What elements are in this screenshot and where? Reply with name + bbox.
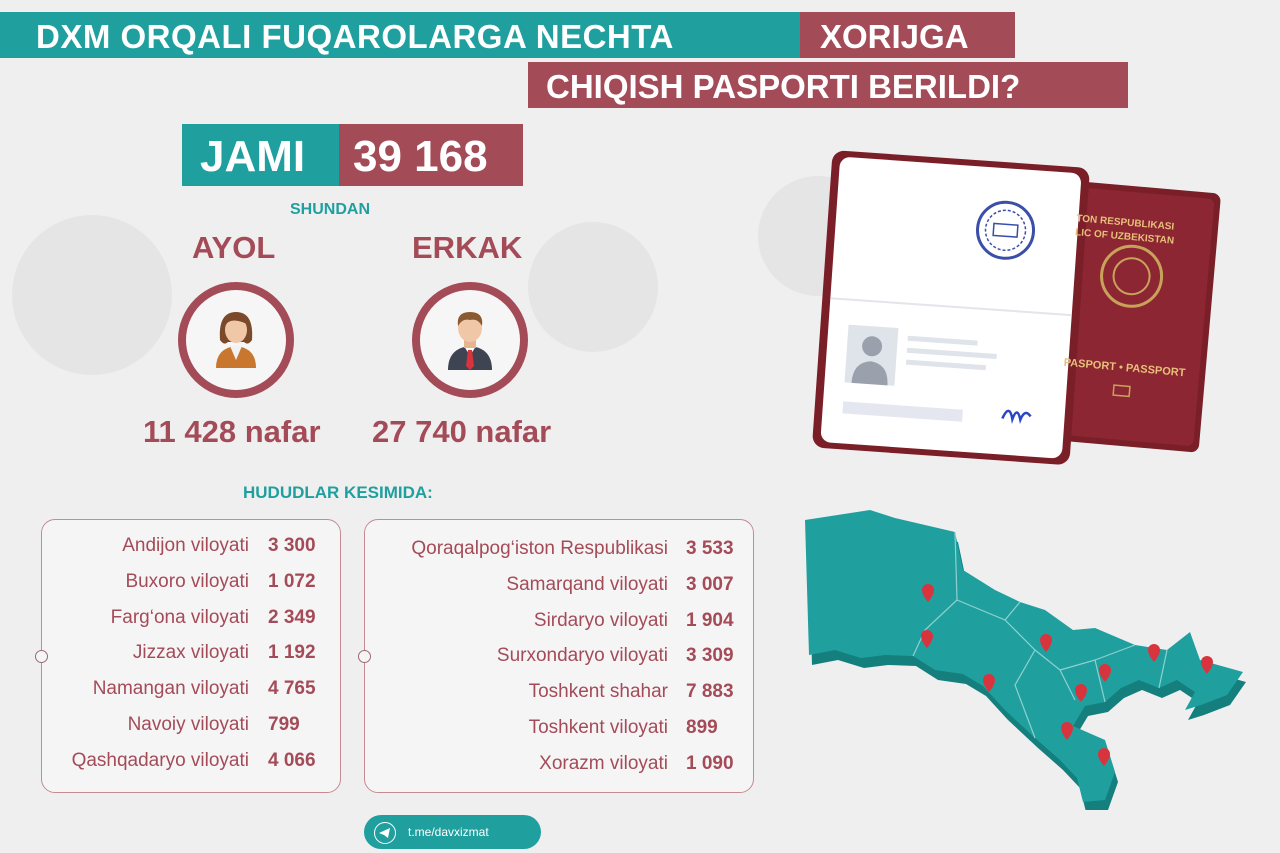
subheading: SHUNDAN bbox=[290, 201, 370, 218]
title-bar-maroon-2: CHIQISH PASPORTI BERILDI? bbox=[528, 62, 1128, 108]
region-value: 3 300 bbox=[268, 535, 316, 556]
telegram-icon bbox=[374, 822, 396, 844]
region-row: Farg‘ona viloyati 2 349 bbox=[0, 607, 316, 637]
male-label: ERKAK bbox=[412, 230, 523, 265]
region-row: Andijon viloyati 3 300 bbox=[0, 535, 315, 565]
title-line1-end: XORIJGA bbox=[820, 18, 969, 55]
region-row: Toshkent viloyati 899 bbox=[0, 717, 718, 747]
box-connector-dot bbox=[358, 650, 371, 663]
region-name: Qoraqalpog‘iston Respublikasi bbox=[411, 538, 668, 559]
region-name: Samarqand viloyati bbox=[506, 573, 668, 595]
region-value: 899 bbox=[686, 717, 718, 738]
regions-right-box bbox=[364, 519, 754, 793]
woman-icon bbox=[216, 312, 256, 368]
region-name: Qashqadaryo viloyati bbox=[71, 749, 249, 771]
region-name: Xorazm viloyati bbox=[539, 752, 668, 774]
region-row: Qashqadaryo viloyati 4 066 bbox=[0, 750, 316, 780]
regions-left-box bbox=[41, 519, 341, 793]
region-row: Navoiy viloyati 799 bbox=[0, 714, 300, 744]
region-value: 3 007 bbox=[686, 573, 734, 595]
female-avatar-ring bbox=[178, 282, 294, 398]
total-value-box: 39 168 bbox=[339, 124, 523, 186]
region-value: 1 192 bbox=[268, 642, 316, 664]
telegram-link[interactable]: t.me/davxizmat bbox=[364, 815, 541, 849]
region-name: Toshkent viloyati bbox=[528, 717, 668, 738]
region-value: 4 765 bbox=[268, 678, 316, 700]
region-name: Namangan viloyati bbox=[92, 678, 249, 700]
region-row: Sirdaryo viloyati 1 904 bbox=[0, 610, 734, 640]
box-connector-dot bbox=[35, 650, 48, 663]
passport-illustration: TON RESPUBLIKASI LIC OF UZBEKISTAN PASPO… bbox=[812, 150, 1221, 465]
total-label: JAMI bbox=[200, 132, 306, 181]
region-row: Toshkent shahar 7 883 bbox=[0, 681, 734, 711]
region-value: 1 072 bbox=[268, 570, 316, 592]
man-icon bbox=[448, 312, 492, 370]
region-value: 799 bbox=[268, 714, 300, 735]
title-line2: CHIQISH PASPORTI BERILDI? bbox=[546, 68, 1021, 105]
region-value: 7 883 bbox=[686, 681, 734, 703]
region-row: Qoraqalpog‘iston Respublikasi 3 533 bbox=[0, 538, 733, 568]
telegram-url: t.me/davxizmat bbox=[408, 825, 489, 839]
total-value: 39 168 bbox=[353, 132, 488, 181]
female-count: 11 428 nafar bbox=[143, 414, 321, 449]
region-name: Toshkent shahar bbox=[528, 681, 668, 703]
region-name: Buxoro viloyati bbox=[125, 570, 249, 592]
bg-circle bbox=[12, 215, 172, 375]
region-name: Sirdaryo viloyati bbox=[533, 609, 668, 631]
total-label-box: JAMI bbox=[182, 124, 339, 186]
region-row: Surxondaryo viloyati 3 309 bbox=[0, 645, 734, 675]
title-bar-maroon: XORIJGA bbox=[800, 12, 1015, 58]
title-line1: DXM ORQALI FUQAROLARGA NECHTA bbox=[36, 18, 674, 55]
title-bar-teal: DXM ORQALI FUQAROLARGA NECHTA bbox=[0, 12, 800, 58]
region-name: Navoiy viloyati bbox=[127, 714, 249, 735]
region-row: Samarqand viloyati 3 007 bbox=[0, 574, 733, 604]
region-row: Xorazm viloyati 1 090 bbox=[0, 753, 733, 783]
region-row: Buxoro viloyati 1 072 bbox=[0, 571, 315, 601]
region-value: 1 090 bbox=[686, 752, 734, 774]
region-value: 2 349 bbox=[268, 606, 316, 628]
male-count: 27 740 nafar bbox=[372, 414, 552, 449]
region-name: Farg‘ona viloyati bbox=[110, 606, 249, 628]
bg-circle bbox=[528, 222, 658, 352]
region-row: Namangan viloyati 4 765 bbox=[0, 678, 316, 708]
regions-heading: HUDUDLAR KESIMIDA: bbox=[243, 483, 433, 502]
region-row: Jizzax viloyati 1 192 bbox=[0, 642, 316, 672]
male-avatar-ring bbox=[412, 282, 528, 398]
female-label: AYOL bbox=[192, 230, 276, 265]
region-name: Jizzax viloyati bbox=[132, 642, 249, 664]
region-value: 3 309 bbox=[686, 645, 734, 667]
region-value: 1 904 bbox=[686, 609, 734, 631]
region-value: 4 066 bbox=[268, 749, 316, 771]
region-value: 3 533 bbox=[686, 538, 734, 559]
region-name: Andijon viloyati bbox=[122, 535, 249, 556]
region-name: Surxondaryo viloyati bbox=[496, 645, 668, 667]
uzbekistan-map bbox=[805, 510, 1246, 810]
